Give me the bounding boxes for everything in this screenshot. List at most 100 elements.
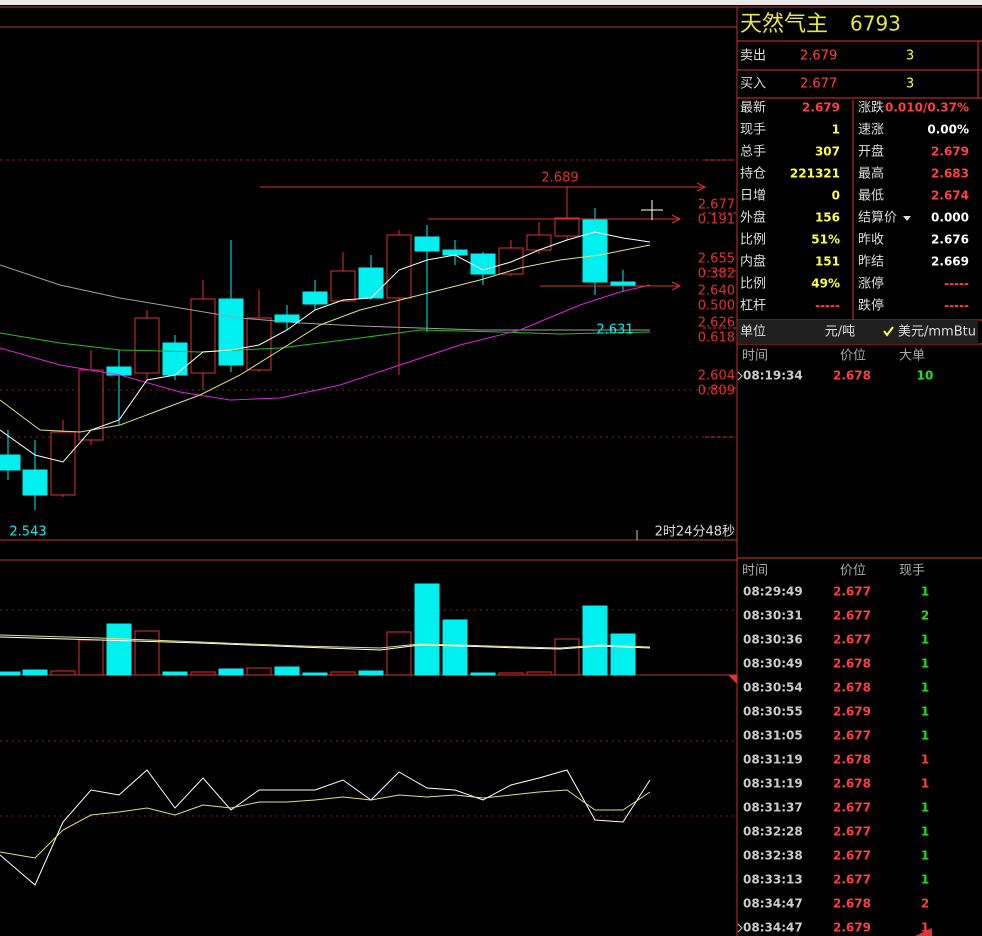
stat-value: 2.683 <box>931 167 969 181</box>
volume-bar <box>246 667 272 676</box>
unit-bar <box>738 320 978 344</box>
row-price: 2.677 <box>833 801 871 815</box>
candle-body <box>358 267 384 299</box>
row-time: 08:30:55 <box>743 705 803 719</box>
row-time: 08:31:37 <box>743 801 803 815</box>
stat-value: 1 <box>832 123 840 137</box>
stat-value: ----- <box>944 277 969 291</box>
stat-value: 0.010/0.37% <box>885 101 969 115</box>
volume-bar <box>498 672 524 676</box>
candle-body <box>554 217 580 237</box>
row-volume: 1 <box>921 801 929 815</box>
row-price: 2.677 <box>833 633 871 647</box>
quote-volume: 3 <box>906 77 914 92</box>
stat-label: 最新 <box>740 100 766 116</box>
row-time: 08:33:13 <box>743 873 803 887</box>
volume-bar <box>22 669 48 676</box>
candle-body <box>414 236 440 252</box>
stat-label: 开盘 <box>858 144 884 160</box>
volume-ma <box>0 636 651 651</box>
stat-label: 杠杆 <box>740 298 766 314</box>
row-time: 08:30:36 <box>743 633 803 647</box>
fib-price: 2.640 <box>698 284 735 299</box>
countdown: 2时24分48秒 <box>655 525 735 540</box>
row-volume: 1 <box>921 705 929 719</box>
fib-price: 2.604 <box>698 369 735 384</box>
stat-value: 221321 <box>790 167 840 181</box>
ma-line <box>0 329 651 353</box>
stat-label: 跌停 <box>858 298 884 314</box>
stat-label: 最低 <box>858 189 884 204</box>
volume-ma <box>0 634 651 649</box>
row-time: 08:30:31 <box>743 609 803 623</box>
row-volume: 1 <box>921 921 929 935</box>
stat-label: 日增 <box>740 189 766 204</box>
volume-bar <box>610 633 636 676</box>
stat-value: 0.000 <box>931 211 969 225</box>
row-volume: 1 <box>921 849 929 863</box>
volume-bar <box>106 623 132 676</box>
row-volume: 10 <box>917 369 934 383</box>
quote-price: 2.677 <box>800 77 837 92</box>
fib-price: 2.626 <box>698 316 735 331</box>
scroll-marker <box>915 928 932 936</box>
quote-label: 买入 <box>740 77 766 92</box>
arrow-head <box>696 182 707 192</box>
ma-line <box>0 284 651 401</box>
row-time: 08:32:38 <box>743 849 803 863</box>
row-time: 08:32:28 <box>743 825 803 839</box>
volume-bar <box>470 672 496 676</box>
stat-value: 49% <box>811 277 840 291</box>
stat-label: 结算价 <box>858 211 897 226</box>
contract-code: 6793 <box>850 12 901 36</box>
row-price: 2.678 <box>833 657 871 671</box>
candle-body <box>134 317 160 374</box>
volume-bar <box>218 668 244 676</box>
table-header: 大单 <box>899 349 925 364</box>
fib-ratio: 0.191 <box>698 213 735 228</box>
stat-value: 2.679 <box>931 145 969 159</box>
row-time: 08:19:34 <box>743 369 803 383</box>
stat-value: ----- <box>815 299 840 313</box>
volume-bar <box>162 671 188 676</box>
fib-price: 2.655 <box>698 252 735 267</box>
row-volume: 1 <box>921 825 929 839</box>
row-volume: 1 <box>921 729 929 743</box>
indicator-line <box>0 789 651 859</box>
candle-body <box>470 253 496 275</box>
stat-value: 2.669 <box>931 255 969 269</box>
arrow-head <box>671 281 682 291</box>
check-icon <box>883 326 894 337</box>
dropdown-icon <box>903 216 911 221</box>
row-price: 2.677 <box>833 585 871 599</box>
stat-label: 比例 <box>740 277 766 292</box>
stat-label: 速涨 <box>858 123 884 138</box>
volume-bar <box>386 631 412 676</box>
high-label: 2.689 <box>541 171 578 186</box>
stat-label: 总手 <box>740 145 766 160</box>
candle-body <box>162 342 188 376</box>
row-time: 08:29:49 <box>743 585 803 599</box>
candle-body <box>526 234 552 251</box>
stat-label: 涨跌 <box>858 100 884 116</box>
volume-bar <box>582 605 608 676</box>
quote-volume: 3 <box>906 49 914 64</box>
low-label: 2.631 <box>596 323 633 338</box>
fib-ratio: 0.809 <box>698 384 735 399</box>
table-header: 价位 <box>840 564 866 579</box>
stat-label: 内盘 <box>740 254 766 270</box>
quote-label: 卖出 <box>740 49 766 64</box>
stat-value: 51% <box>811 233 840 247</box>
candle-body <box>22 469 48 496</box>
row-price: 2.677 <box>833 729 871 743</box>
arrow-head <box>671 214 682 224</box>
row-price: 2.677 <box>833 825 871 839</box>
row-time: 08:34:47 <box>743 897 803 911</box>
table-header: 现手 <box>899 564 925 579</box>
row-price: 2.678 <box>833 753 871 767</box>
row-volume: 2 <box>921 609 929 623</box>
candle-body <box>50 431 76 496</box>
volume-bar <box>302 672 328 676</box>
row-price: 2.677 <box>833 873 871 887</box>
